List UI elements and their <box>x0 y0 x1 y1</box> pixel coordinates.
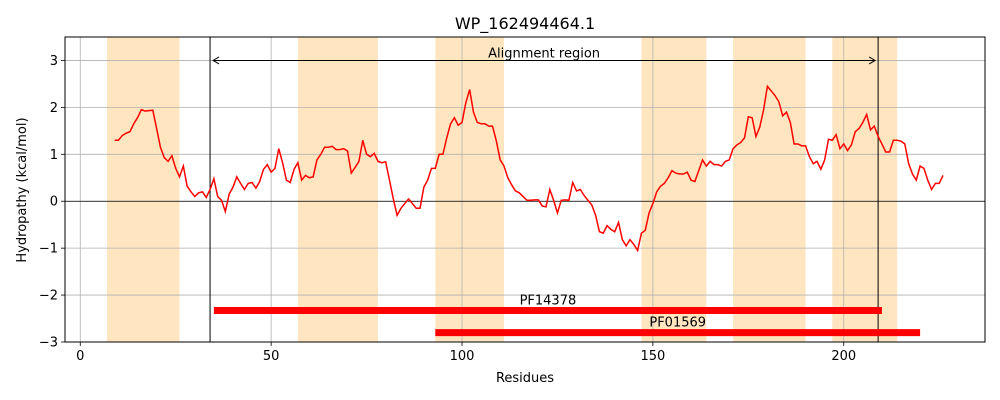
x-tick-label: 0 <box>76 349 84 364</box>
shaded-regions <box>106 37 898 342</box>
x-axis-ticks: 0 50 100 150 200 <box>76 342 856 364</box>
shaded-region-5 <box>733 37 806 342</box>
hydropathy-series-line <box>114 84 944 253</box>
y-tick-label: 1 <box>50 148 58 163</box>
domain-label-PF01569: PF01569 <box>649 316 706 331</box>
shaded-region-1 <box>106 37 180 342</box>
shaded-region-3 <box>435 37 505 342</box>
y-tick-label: 0 <box>50 195 58 210</box>
x-tick-label: 200 <box>831 349 856 364</box>
domain-label-PF14378: PF14378 <box>520 294 577 309</box>
x-axis-label: Residues <box>496 371 554 386</box>
y-tick-label: −2 <box>39 289 58 304</box>
shaded-region-6 <box>832 37 898 342</box>
plot-frame <box>64 36 986 343</box>
y-axis-label: Hydropathy (kcal/mol) <box>15 117 30 262</box>
alignment-arrow-left-head <box>212 56 220 65</box>
y-tick-label: 3 <box>50 54 58 69</box>
domain-bars: PF14378 PF01569 <box>213 294 921 337</box>
y-tick-label: −1 <box>39 242 58 257</box>
alignment-region-label: Alignment region <box>488 46 600 61</box>
chart-title: WP_162494464.1 <box>455 14 595 34</box>
x-tick-label: 100 <box>450 349 475 364</box>
y-tick-label: 2 <box>50 101 58 116</box>
shaded-region-4 <box>641 37 707 342</box>
y-axis-ticks: −3 −2 −1 0 1 2 3 <box>39 54 65 351</box>
y-tick-label: −3 <box>39 336 58 351</box>
alignment-arrow-right-head <box>868 56 877 65</box>
x-tick-label: 50 <box>263 349 280 364</box>
shaded-region-2 <box>297 37 379 342</box>
x-tick-label: 150 <box>640 349 665 364</box>
